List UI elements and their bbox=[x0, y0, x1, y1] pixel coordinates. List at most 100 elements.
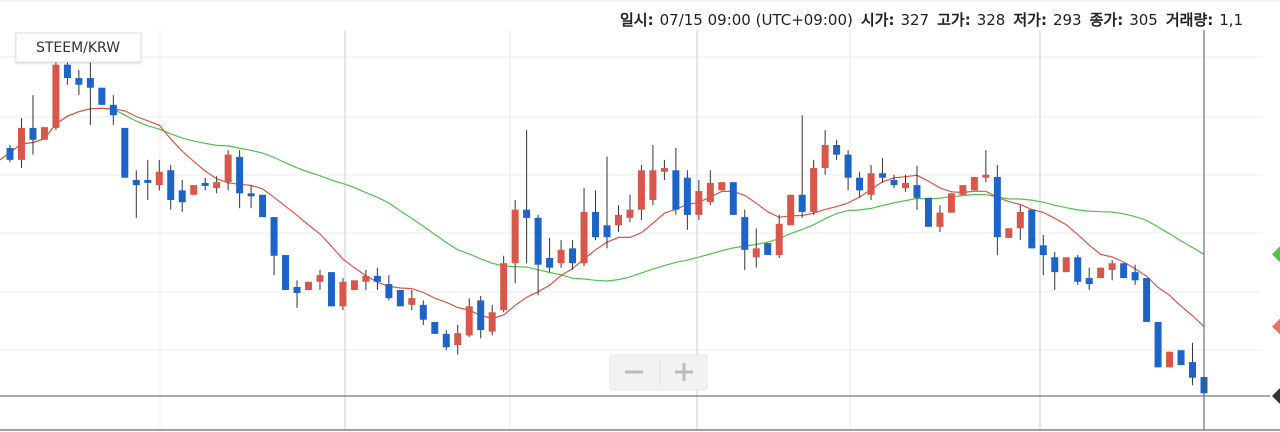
header-info: 일시: 07/15 09:00 (UTC+09:00) 시가: 327 고가: 328 저가… bbox=[620, 11, 1243, 29]
candle-body bbox=[718, 182, 726, 191]
candle-body bbox=[902, 182, 909, 189]
candle-body bbox=[259, 194, 267, 218]
candle-body bbox=[924, 197, 932, 227]
candle-body bbox=[1085, 278, 1093, 285]
candle-body bbox=[1143, 278, 1151, 322]
candle-body bbox=[982, 174, 990, 178]
candle-body bbox=[362, 275, 370, 282]
symbol-box-bg bbox=[15, 32, 142, 63]
candle-body bbox=[649, 170, 657, 201]
candle-body bbox=[431, 321, 439, 334]
candle-body bbox=[75, 78, 83, 85]
candle-body bbox=[1177, 350, 1185, 366]
candle-body bbox=[637, 170, 645, 210]
candle-body bbox=[29, 127, 37, 140]
ma-long-marker bbox=[1272, 246, 1280, 263]
candle-body bbox=[970, 176, 978, 191]
candle-body bbox=[408, 298, 416, 305]
candle-body bbox=[821, 144, 829, 169]
candle-body bbox=[121, 127, 129, 178]
candle-body bbox=[557, 249, 565, 264]
candle-body bbox=[1074, 257, 1082, 282]
candle-body bbox=[511, 209, 519, 264]
candle-body bbox=[373, 275, 381, 282]
candle-body bbox=[190, 185, 198, 195]
candle-body bbox=[178, 190, 186, 203]
ma-short-marker bbox=[1272, 318, 1280, 335]
candle-body bbox=[419, 304, 427, 320]
crosshair-marker bbox=[1272, 388, 1280, 404]
candle-body bbox=[1062, 257, 1070, 273]
header-label: 시가: bbox=[861, 11, 895, 29]
candle-body bbox=[844, 154, 852, 178]
candle-body bbox=[741, 217, 749, 250]
candle-body bbox=[1131, 272, 1139, 281]
candle-body bbox=[1154, 321, 1162, 368]
candle-body bbox=[947, 193, 955, 213]
candle-body bbox=[144, 179, 152, 183]
candle-body bbox=[500, 263, 508, 311]
price-markers bbox=[1272, 246, 1280, 404]
candle-body bbox=[1097, 267, 1105, 279]
candle-body bbox=[660, 168, 668, 172]
candle-body bbox=[477, 300, 485, 331]
candle-body bbox=[350, 280, 358, 290]
candle-body bbox=[385, 284, 393, 299]
candle-body bbox=[98, 87, 106, 105]
header-high: 328 bbox=[977, 11, 1006, 29]
candle-body bbox=[523, 209, 531, 218]
candle-body bbox=[132, 179, 140, 186]
zoom-control bbox=[609, 354, 708, 391]
candle-body bbox=[592, 211, 600, 238]
candle-body bbox=[706, 182, 714, 203]
candle-body bbox=[109, 104, 117, 116]
candle-body bbox=[775, 223, 783, 256]
moving-average-long bbox=[0, 107, 1205, 282]
candle-body bbox=[155, 171, 163, 186]
candle-body bbox=[236, 156, 244, 194]
candle-body bbox=[569, 248, 577, 264]
candle-body bbox=[6, 147, 14, 160]
zoom-in[interactable] bbox=[675, 363, 693, 381]
candle-body bbox=[546, 258, 554, 268]
header-label: 저가: bbox=[1013, 11, 1047, 29]
candle-body bbox=[305, 281, 312, 290]
candle-body bbox=[913, 185, 921, 198]
candle-body bbox=[52, 64, 60, 128]
candle-body bbox=[488, 312, 496, 332]
candle-body bbox=[603, 225, 611, 238]
candle-body bbox=[614, 214, 622, 226]
candle-body bbox=[339, 281, 347, 307]
candle-body bbox=[1051, 257, 1059, 273]
header-low: 293 bbox=[1053, 11, 1082, 29]
candle-body bbox=[327, 272, 335, 307]
candle-body bbox=[879, 173, 887, 178]
candle-body bbox=[1166, 351, 1174, 368]
candle-body bbox=[1039, 245, 1047, 256]
candle-body bbox=[534, 217, 542, 265]
candle-body bbox=[798, 194, 806, 212]
candle-body bbox=[224, 154, 232, 183]
candle-body bbox=[63, 64, 71, 79]
candle-body bbox=[247, 193, 255, 197]
candle-body bbox=[890, 179, 898, 186]
candle-body bbox=[465, 306, 473, 336]
candle-body bbox=[40, 127, 48, 140]
candle-body bbox=[729, 182, 737, 215]
candle-body bbox=[856, 177, 864, 191]
candle-body bbox=[810, 168, 818, 212]
candle-body bbox=[167, 170, 175, 201]
candle-body bbox=[936, 212, 944, 227]
plot bbox=[0, 45, 1208, 403]
candle-body bbox=[993, 176, 1001, 238]
candle-body bbox=[1189, 362, 1197, 378]
header-label: 고가: bbox=[937, 11, 971, 29]
header-bg bbox=[0, 0, 1280, 30]
symbol-box[interactable]: STEEM/KRW bbox=[15, 32, 142, 63]
candle-body bbox=[695, 191, 703, 215]
candle-body bbox=[270, 217, 278, 256]
candle-body bbox=[396, 289, 404, 307]
candle-body bbox=[787, 194, 795, 226]
header-close: 305 bbox=[1129, 11, 1158, 29]
header-label: 일시: bbox=[620, 11, 654, 29]
